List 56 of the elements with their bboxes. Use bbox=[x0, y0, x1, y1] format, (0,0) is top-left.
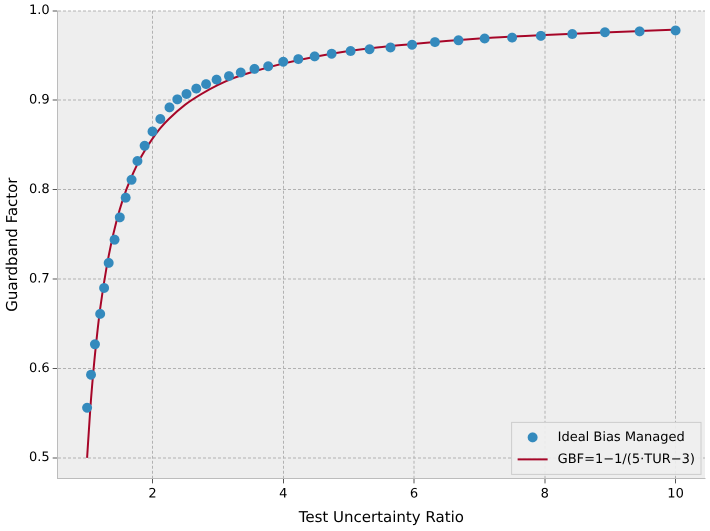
point bbox=[634, 26, 645, 36]
point bbox=[140, 140, 150, 151]
point bbox=[407, 40, 418, 50]
point bbox=[278, 56, 288, 67]
y-axis-title: Guardband Factor bbox=[2, 176, 21, 312]
point bbox=[104, 258, 114, 268]
x-tick-label: 4 bbox=[279, 486, 288, 502]
point bbox=[181, 88, 192, 99]
point bbox=[236, 67, 246, 78]
y-tick-label: 0.5 bbox=[28, 450, 50, 466]
point bbox=[110, 234, 120, 245]
point bbox=[126, 174, 137, 185]
point bbox=[249, 64, 260, 74]
x-tick-label: 10 bbox=[667, 486, 684, 502]
point bbox=[82, 402, 92, 413]
point bbox=[224, 71, 234, 82]
point bbox=[453, 35, 464, 46]
point bbox=[172, 94, 182, 104]
point bbox=[120, 192, 131, 203]
point bbox=[212, 74, 222, 85]
point bbox=[95, 308, 106, 319]
point bbox=[536, 30, 546, 41]
point bbox=[346, 46, 356, 56]
x-tick-label: 2 bbox=[148, 486, 157, 502]
point bbox=[507, 32, 518, 43]
legend-label: Ideal Bias Managed bbox=[558, 430, 685, 445]
y-tick-label: 0.9 bbox=[28, 92, 50, 108]
point bbox=[191, 84, 202, 94]
point bbox=[155, 114, 166, 124]
legend-label: GBF=1−1/(5·TUR−3) bbox=[558, 452, 696, 467]
x-axis-title: Test Uncertainty Ratio bbox=[298, 508, 464, 526]
point bbox=[99, 282, 110, 293]
point bbox=[293, 54, 304, 64]
y-tick-label: 0.7 bbox=[28, 271, 50, 286]
y-tick-label: 0.6 bbox=[28, 360, 50, 376]
point bbox=[164, 102, 174, 112]
point bbox=[201, 79, 212, 90]
point bbox=[132, 156, 142, 166]
point bbox=[310, 51, 320, 62]
point bbox=[480, 34, 490, 44]
point bbox=[114, 212, 125, 222]
point bbox=[670, 25, 681, 36]
x-tick-label: 8 bbox=[540, 486, 549, 502]
point bbox=[90, 339, 100, 350]
point bbox=[567, 29, 578, 40]
point bbox=[600, 27, 610, 38]
point bbox=[263, 61, 274, 72]
point bbox=[364, 44, 375, 54]
point bbox=[86, 370, 96, 380]
y-tick-label: 1.0 bbox=[28, 3, 50, 18]
y-tick-label: 0.8 bbox=[28, 182, 50, 197]
point bbox=[430, 37, 440, 48]
x-tick-label: 6 bbox=[410, 486, 418, 502]
point bbox=[147, 126, 158, 136]
point bbox=[326, 48, 337, 59]
point bbox=[385, 42, 396, 52]
